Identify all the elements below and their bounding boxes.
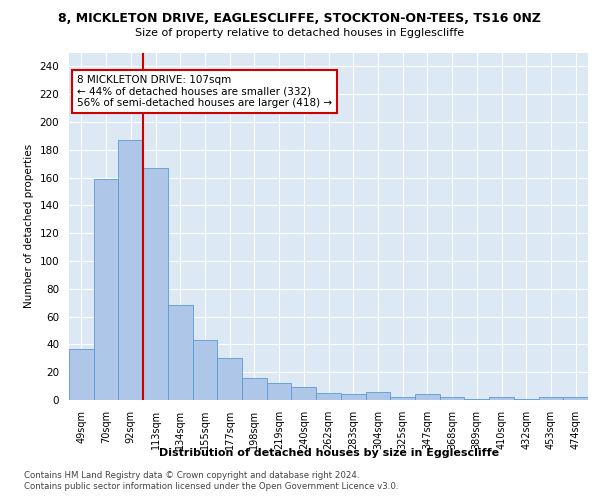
Bar xyxy=(489,397,514,400)
Bar xyxy=(341,394,365,400)
Bar xyxy=(464,398,489,400)
Bar xyxy=(217,358,242,400)
Text: 8, MICKLETON DRIVE, EAGLESCLIFFE, STOCKTON-ON-TEES, TS16 0NZ: 8, MICKLETON DRIVE, EAGLESCLIFFE, STOCKT… xyxy=(59,12,542,26)
Bar xyxy=(242,378,267,400)
Bar xyxy=(143,168,168,400)
Bar xyxy=(69,348,94,400)
Bar xyxy=(94,179,118,400)
Bar xyxy=(267,384,292,400)
Bar xyxy=(292,388,316,400)
Bar xyxy=(415,394,440,400)
Bar xyxy=(365,392,390,400)
Bar xyxy=(440,397,464,400)
Bar xyxy=(118,140,143,400)
Bar xyxy=(539,397,563,400)
Text: Distribution of detached houses by size in Egglescliffe: Distribution of detached houses by size … xyxy=(159,448,499,458)
Y-axis label: Number of detached properties: Number of detached properties xyxy=(24,144,34,308)
Text: 8 MICKLETON DRIVE: 107sqm
← 44% of detached houses are smaller (332)
56% of semi: 8 MICKLETON DRIVE: 107sqm ← 44% of detac… xyxy=(77,75,332,108)
Bar xyxy=(563,397,588,400)
Bar xyxy=(168,306,193,400)
Bar xyxy=(514,398,539,400)
Text: Contains HM Land Registry data © Crown copyright and database right 2024.: Contains HM Land Registry data © Crown c… xyxy=(24,471,359,480)
Text: Size of property relative to detached houses in Egglescliffe: Size of property relative to detached ho… xyxy=(136,28,464,38)
Bar xyxy=(390,397,415,400)
Text: Contains public sector information licensed under the Open Government Licence v3: Contains public sector information licen… xyxy=(24,482,398,491)
Bar xyxy=(193,340,217,400)
Bar xyxy=(316,393,341,400)
